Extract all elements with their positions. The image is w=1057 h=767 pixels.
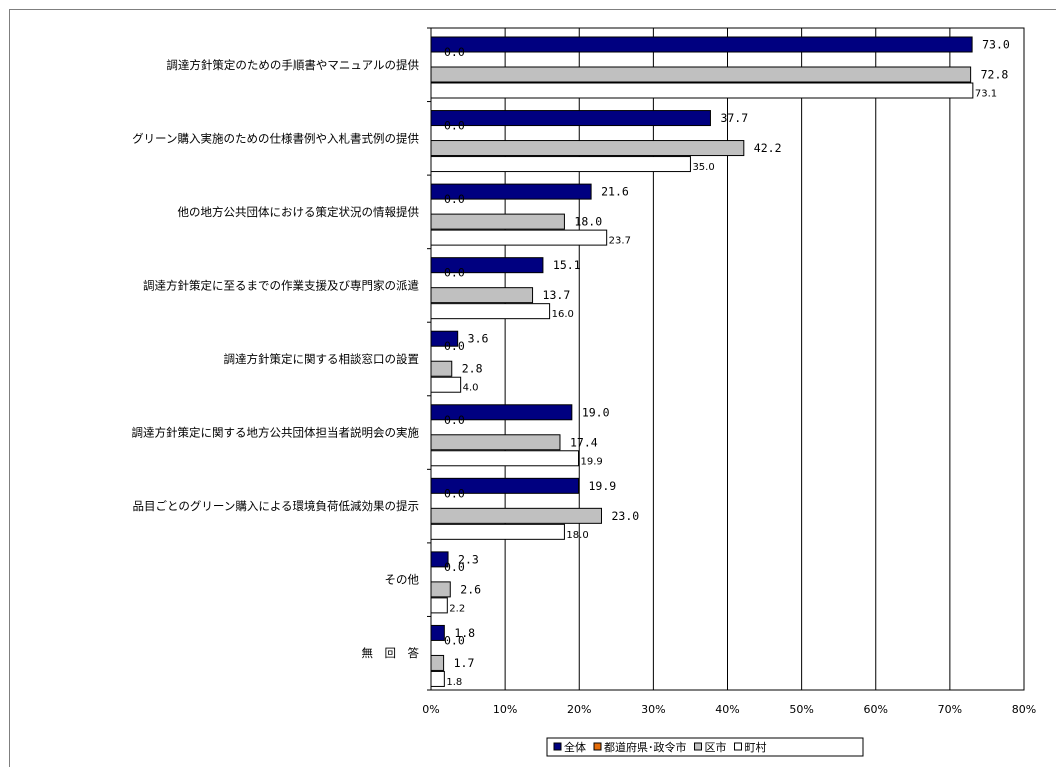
data-label: 23.0 bbox=[611, 509, 639, 523]
bar-町村 bbox=[430, 82, 974, 99]
data-label: 16.0 bbox=[552, 309, 574, 320]
data-label: 72.8 bbox=[981, 68, 1009, 82]
bar-町村 bbox=[430, 303, 551, 320]
category-label: その他 bbox=[385, 573, 420, 587]
data-label: 35.0 bbox=[692, 162, 714, 173]
x-tick-label: 70% bbox=[938, 703, 962, 716]
bar-町村 bbox=[430, 523, 565, 540]
data-label: 13.7 bbox=[543, 288, 571, 302]
bar-区市 bbox=[430, 654, 445, 671]
data-label: 1.8 bbox=[454, 626, 475, 640]
data-label: 0.0 bbox=[444, 560, 465, 574]
bar-全体 bbox=[430, 551, 449, 568]
x-tick-label: 60% bbox=[864, 703, 888, 716]
x-tick-label: 20% bbox=[567, 703, 591, 716]
chart-frame bbox=[9, 9, 1056, 767]
bar-全体 bbox=[430, 183, 592, 200]
data-label: 73.0 bbox=[982, 38, 1010, 52]
category-label: 無 回 答 bbox=[362, 646, 420, 660]
legend-label: 区市 bbox=[705, 740, 727, 754]
legend-swatch bbox=[553, 742, 562, 751]
bar-区市 bbox=[430, 66, 972, 83]
bar-全体 bbox=[430, 36, 973, 53]
legend: 全体 都道府県･政令市 区市 町村 bbox=[546, 737, 864, 757]
data-label: 0.0 bbox=[444, 633, 465, 647]
legend-label: 全体 bbox=[564, 740, 586, 754]
x-tick-label: 40% bbox=[715, 703, 739, 716]
bar-町村 bbox=[430, 376, 462, 393]
category-labels: 調達方針策定のための手順書やマニュアルの提供グリーン購入実施のための仕様書例や入… bbox=[132, 58, 420, 660]
category-label: 他の地方公共団体における策定状況の情報提供 bbox=[178, 205, 420, 219]
bar-区市 bbox=[430, 140, 745, 157]
bar-区市 bbox=[430, 287, 534, 304]
data-label: 18.0 bbox=[574, 215, 602, 229]
grid-lines bbox=[427, 27, 1025, 691]
data-label: 23.7 bbox=[609, 236, 631, 247]
data-label: 0.0 bbox=[444, 119, 465, 133]
data-labels: 73.0 0.0 72.8 73.1 37.7 0.0 42.2 35.0 21.6 0.0 18.… bbox=[444, 38, 1010, 688]
data-label: 0.0 bbox=[444, 45, 465, 59]
data-label: 2.6 bbox=[460, 582, 481, 596]
legend-box bbox=[546, 737, 864, 757]
category-label: 調達方針策定に関する地方公共団体担当者説明会の実施 bbox=[132, 426, 420, 440]
data-label: 42.2 bbox=[754, 141, 782, 155]
legend-swatch bbox=[734, 742, 742, 751]
bar-町村 bbox=[430, 229, 608, 246]
data-label: 0.0 bbox=[444, 266, 465, 280]
data-label: 17.4 bbox=[570, 435, 598, 449]
x-tick-label: 80% bbox=[1012, 703, 1036, 716]
bar-町村 bbox=[430, 450, 580, 467]
bar-全体 bbox=[430, 477, 580, 494]
data-label: 15.1 bbox=[553, 258, 581, 272]
bar-全体 bbox=[430, 330, 459, 347]
data-label: 0.0 bbox=[444, 486, 465, 500]
bar-全体 bbox=[430, 110, 711, 127]
x-tick-labels: 0% 10% 20% 30% 40% 50% 60% 70% 80% bbox=[422, 703, 1036, 716]
legend-label: 都道府県･政令市 bbox=[604, 740, 687, 754]
bar-区市 bbox=[430, 581, 451, 598]
category-label: 調達方針策定のための手順書やマニュアルの提供 bbox=[166, 58, 419, 72]
data-label: 21.6 bbox=[601, 185, 629, 199]
x-tick-label: 30% bbox=[641, 703, 665, 716]
x-tick-label: 50% bbox=[789, 703, 813, 716]
bar-全体 bbox=[430, 257, 544, 274]
data-label: 1.7 bbox=[454, 656, 475, 670]
legend-swatch bbox=[593, 742, 602, 751]
category-label: 品目ごとのグリーン購入による環境負荷低減効果の提示 bbox=[133, 499, 419, 513]
x-tick-label: 10% bbox=[493, 703, 517, 716]
category-label: グリーン購入実施のための仕様書例や入札書式例の提供 bbox=[132, 131, 419, 145]
data-label: 4.0 bbox=[463, 383, 479, 394]
data-label: 2.8 bbox=[462, 362, 483, 376]
category-label: 調達方針策定に至るまでの作業支援及び専門家の派遣 bbox=[143, 278, 419, 292]
data-label: 73.1 bbox=[975, 89, 997, 100]
bar-町村 bbox=[430, 670, 445, 687]
data-label: 19.9 bbox=[581, 456, 603, 467]
bar-区市 bbox=[430, 213, 565, 230]
bars bbox=[430, 36, 974, 687]
data-label: 0.0 bbox=[444, 192, 465, 206]
legend-swatch bbox=[694, 742, 702, 751]
legend-label: 町村 bbox=[745, 740, 767, 754]
bar-区市 bbox=[430, 360, 453, 377]
data-label: 19.0 bbox=[582, 405, 610, 419]
bar-区市 bbox=[430, 507, 602, 524]
data-label: 37.7 bbox=[720, 111, 748, 125]
data-label: 18.0 bbox=[566, 530, 588, 541]
data-label: 0.0 bbox=[444, 339, 465, 353]
data-label: 2.3 bbox=[458, 552, 479, 566]
bar-町村 bbox=[430, 156, 691, 173]
data-label: 1.8 bbox=[446, 677, 462, 688]
data-label: 2.2 bbox=[449, 603, 465, 614]
data-label: 0.0 bbox=[444, 413, 465, 427]
x-tick-label: 0% bbox=[422, 703, 439, 716]
bar-区市 bbox=[430, 434, 561, 451]
bar-全体 bbox=[430, 404, 573, 421]
data-label: 19.9 bbox=[589, 479, 617, 493]
bar-全体 bbox=[430, 624, 445, 641]
data-label: 3.6 bbox=[468, 332, 489, 346]
category-label: 調達方針策定に関する相談窓口の設置 bbox=[224, 352, 420, 366]
bar-町村 bbox=[430, 597, 448, 614]
